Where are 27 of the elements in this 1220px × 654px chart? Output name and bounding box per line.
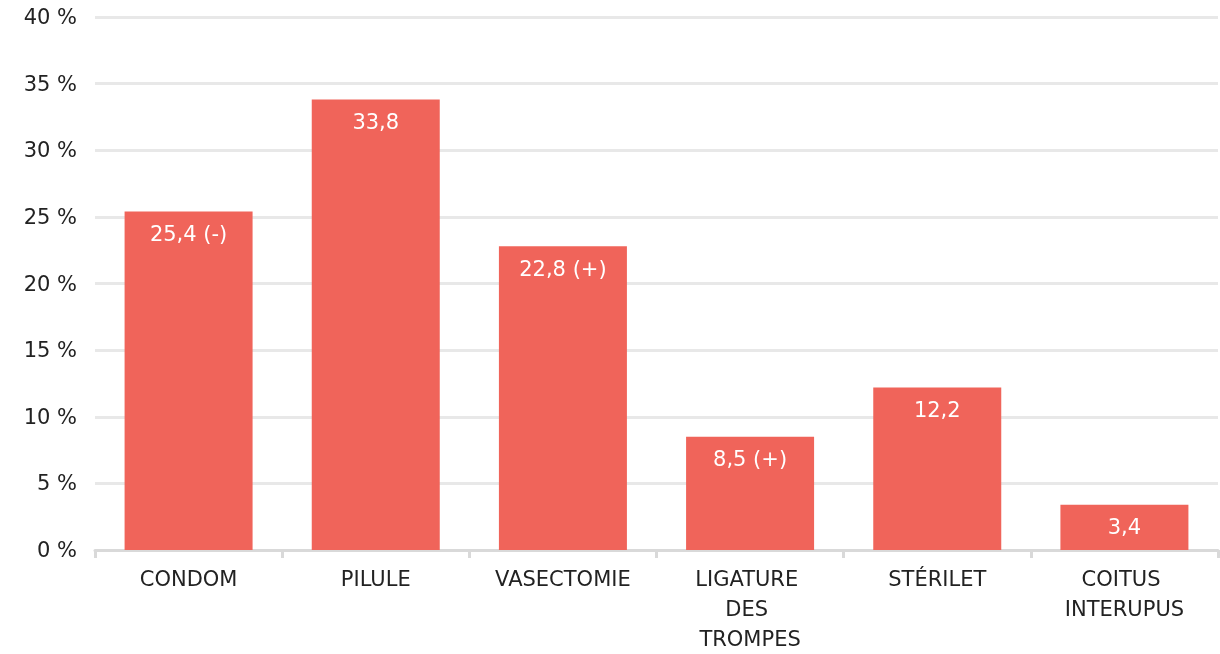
data-label: 8,5 (+) [713,447,788,472]
bar [311,99,440,550]
bar [124,211,253,550]
bar [873,387,1002,550]
data-label: 22,8 (+) [519,256,607,281]
y-tick-label: 40 % [23,5,77,29]
x-tick-label: COITUS INTERUPUS [1064,567,1185,621]
bar [1060,504,1189,550]
data-label: 3,4 [1107,515,1142,540]
y-tick-label: 15 % [23,338,77,363]
y-tick-label: 25 % [23,204,77,229]
x-tick-label: LIGATURE DES TROMPES [695,567,805,651]
y-tick-label: 0 % [37,538,77,562]
x-tick-label: VASECTOMIE [495,567,631,591]
y-tick-label: 35 % [23,71,77,96]
y-tick-label: 20 % [23,271,77,296]
bar [686,436,815,550]
x-tick-label: STÉRILET [888,566,987,591]
y-tick-label: 5 % [37,471,77,496]
y-tick-label: 30 % [23,138,77,163]
data-label: 12,2 [913,397,961,422]
y-tick-label: 10 % [23,404,77,429]
data-label: 33,8 [352,110,400,135]
bar [498,246,627,550]
x-tick-label: PILULE [340,567,411,591]
x-tick-label: CONDOM [139,567,238,591]
data-label: 25,4 (-) [149,222,228,247]
